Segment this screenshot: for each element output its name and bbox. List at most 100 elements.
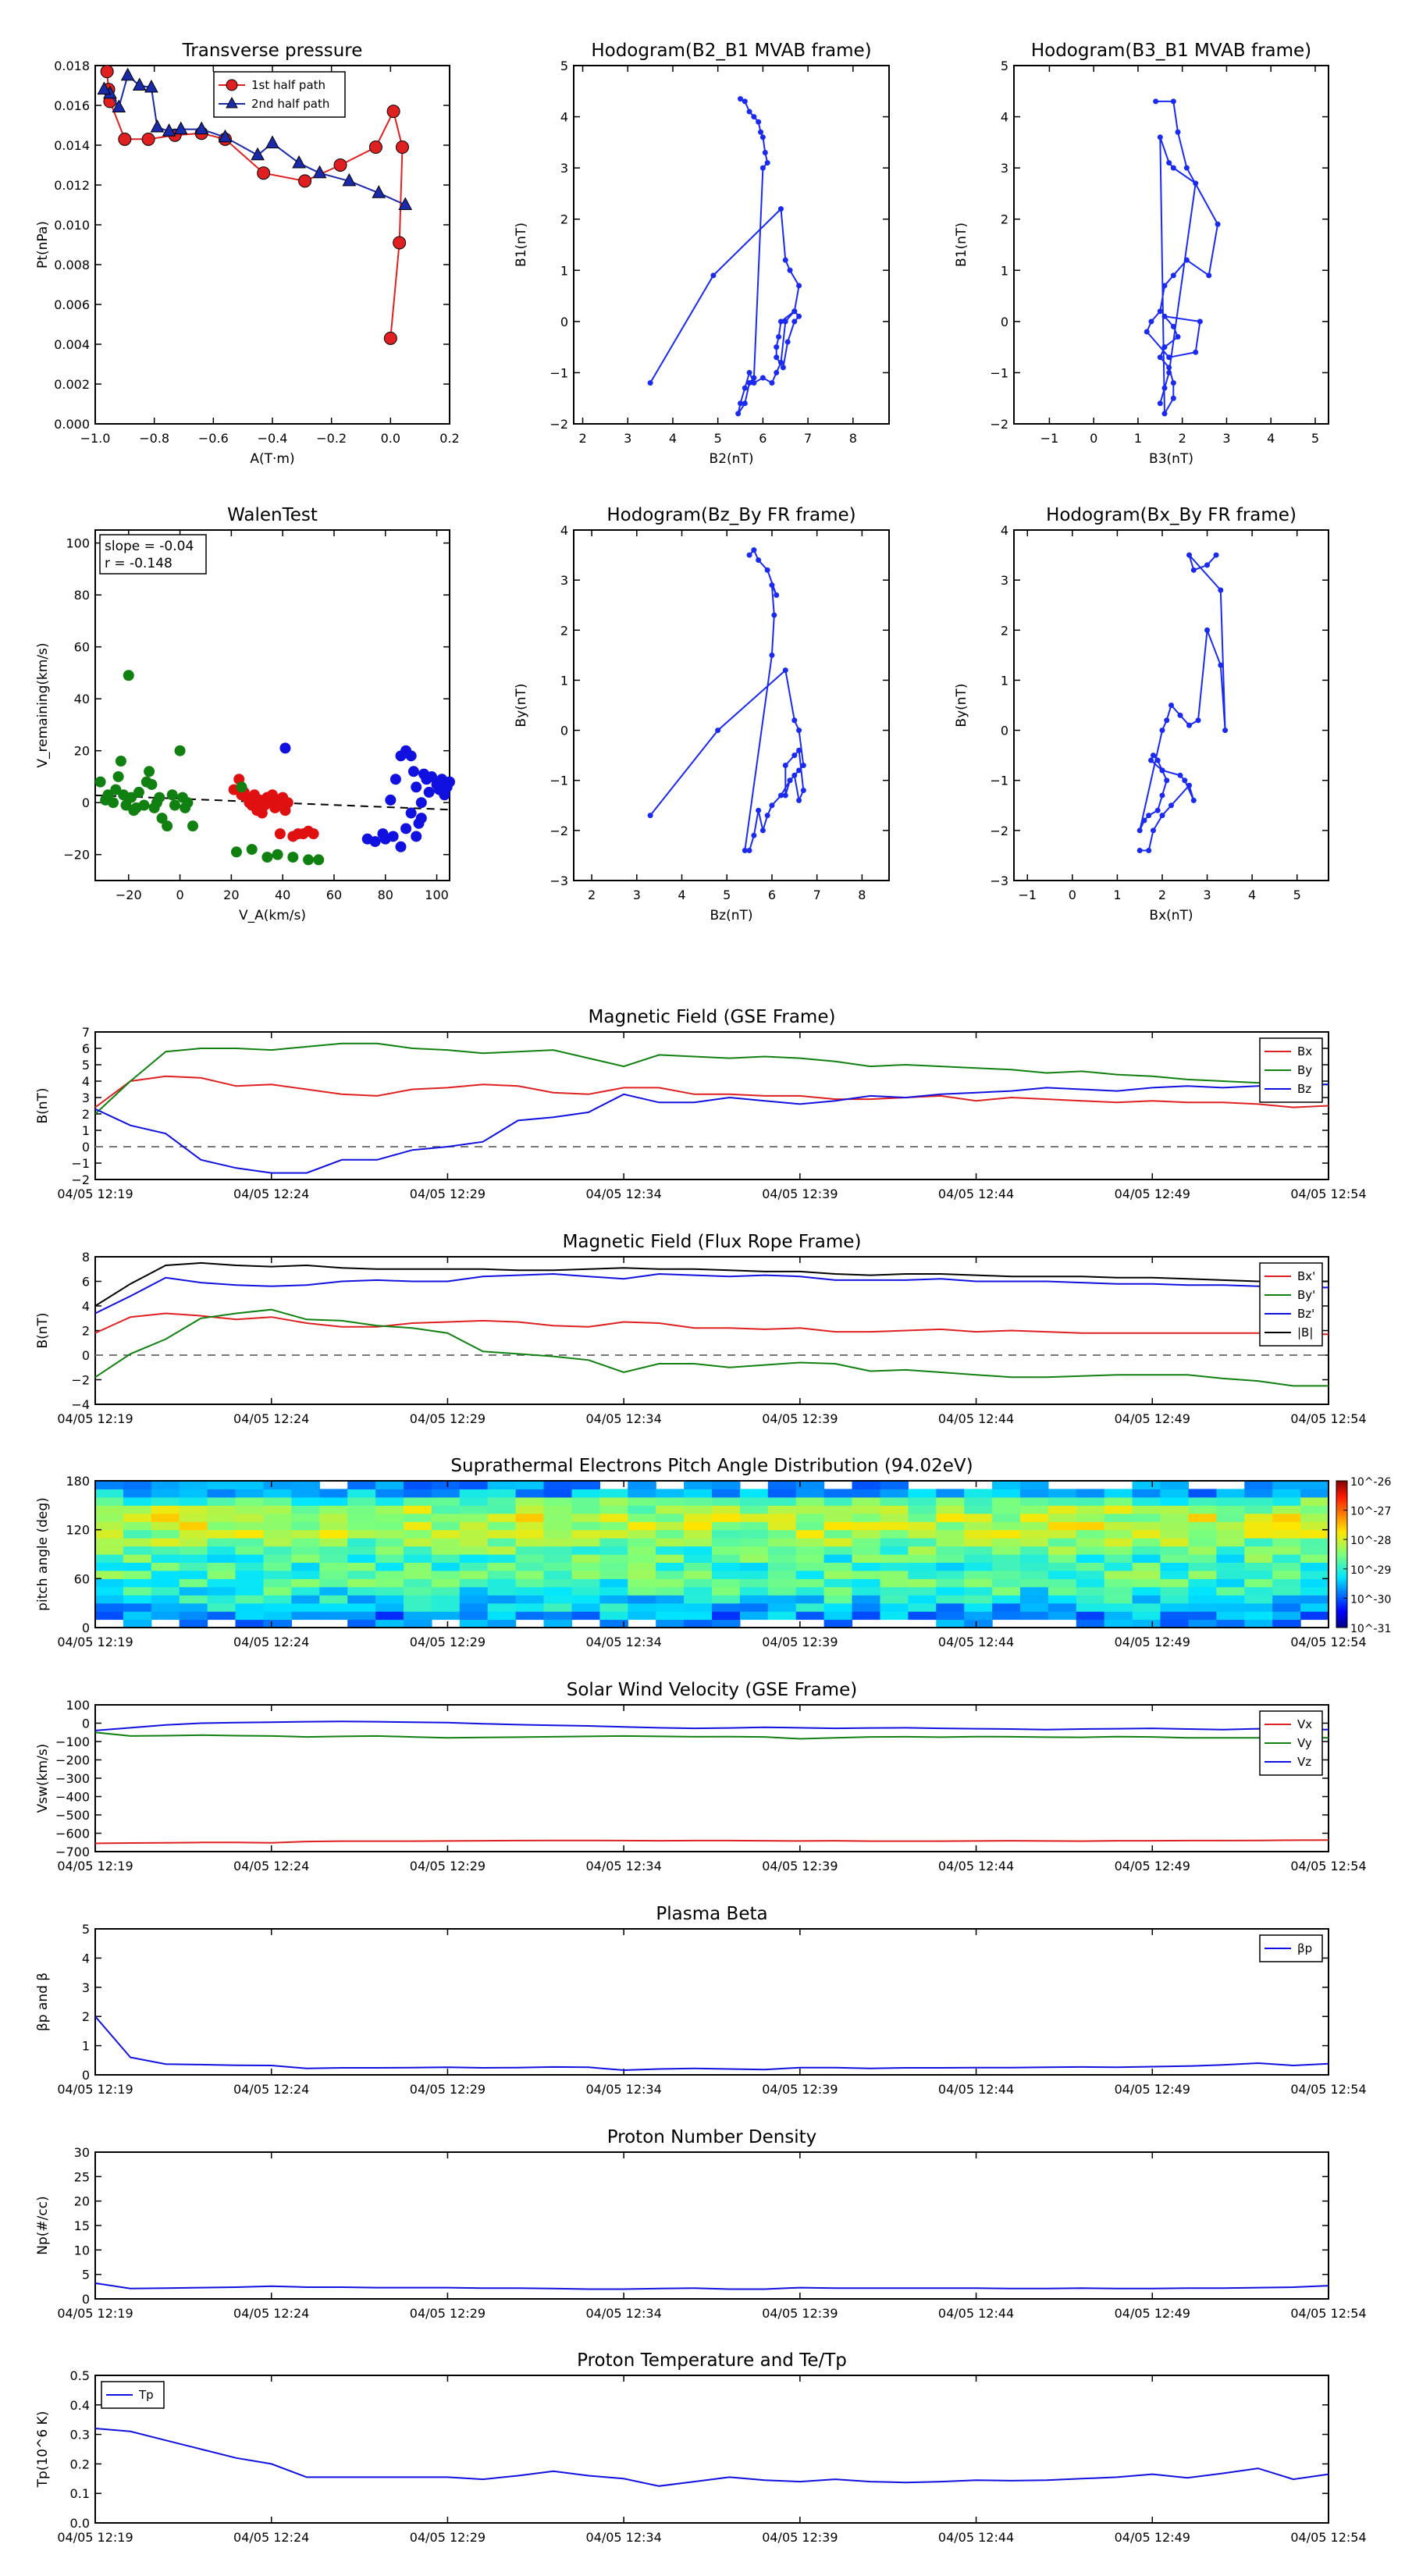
heatmap-cell — [123, 1603, 152, 1612]
heatmap-cell — [852, 1513, 880, 1522]
heatmap-cell — [404, 1586, 432, 1596]
y-tick-label: 0 — [82, 795, 90, 810]
data-point — [120, 67, 135, 81]
plot-frame — [1013, 529, 1329, 881]
heatmap-cell — [375, 1496, 404, 1506]
heatmap-cell — [207, 1489, 237, 1498]
colorbar-tick-label: 10^-28 — [1350, 1535, 1391, 1547]
data-point — [130, 802, 142, 813]
chart-title: Magnetic Field (Flux Rope Frame) — [563, 1232, 862, 1252]
heatmap-cell — [319, 1546, 348, 1555]
x-tick-label: 8 — [849, 431, 857, 446]
heatmap-cell — [1132, 1521, 1161, 1531]
heatmap-cell — [1216, 1595, 1245, 1604]
y-tick-label: 6 — [82, 1275, 90, 1290]
heatmap-cell — [1160, 1529, 1189, 1539]
heatmap-cell — [95, 1603, 124, 1612]
heatmap-cell — [95, 1586, 124, 1596]
data-point — [800, 762, 806, 768]
x-tick-label: 04/05 12:19 — [57, 1187, 133, 1201]
data-point — [279, 742, 291, 754]
x-tick-label: −1 — [1018, 888, 1037, 902]
y-tick-label: −700 — [55, 1845, 90, 1859]
heatmap-cell — [964, 1489, 993, 1498]
heatmap-cell — [1160, 1489, 1189, 1498]
heatmap-cell — [1020, 1611, 1049, 1621]
heatmap-cell — [1160, 1513, 1189, 1522]
data-point — [787, 777, 793, 784]
heatmap-cell — [431, 1489, 461, 1498]
data-point — [274, 828, 286, 840]
heatmap-cell — [656, 1529, 685, 1539]
y-tick-label: 0 — [82, 1348, 90, 1363]
x-tick-label: 0 — [1069, 888, 1076, 902]
heatmap-cell — [291, 1481, 320, 1489]
heatmap-cell — [684, 1496, 713, 1506]
x-tick-label: 04/05 12:44 — [938, 2082, 1014, 2097]
heatmap-cell — [543, 1481, 572, 1489]
colorbar-tick-label: 10^-26 — [1350, 1476, 1392, 1489]
data-point — [1218, 662, 1224, 668]
heatmap-cell — [487, 1570, 517, 1579]
data-point — [791, 753, 798, 759]
heatmap-cell — [656, 1570, 685, 1579]
heatmap-cell — [263, 1611, 292, 1621]
heatmap-cell — [235, 1546, 264, 1555]
heatmap-cell — [1188, 1603, 1217, 1612]
y-tick-label: 0.4 — [70, 2398, 90, 2413]
x-tick-label: 04/05 12:34 — [585, 1187, 661, 1201]
x-tick-label: 2 — [1158, 888, 1166, 902]
series-line — [94, 2016, 1329, 2072]
chart-magnetic-field-flux-rope: Magnetic Field (Flux Rope Frame) B(nT) 04/… — [35, 1232, 1367, 1426]
x-tick-label: 6 — [768, 888, 776, 902]
data-point — [133, 786, 144, 798]
x-tick-label: 04/05 12:54 — [1290, 1859, 1366, 1873]
heatmap-cell — [684, 1505, 713, 1514]
heatmap-cell — [1076, 1611, 1105, 1621]
data-point — [774, 344, 780, 350]
heatmap-cell — [1048, 1496, 1077, 1506]
heatmap-cell — [823, 1619, 853, 1628]
data-point — [1159, 813, 1165, 819]
heatmap-cell — [151, 1586, 180, 1596]
heatmap-cell — [656, 1554, 685, 1563]
data-point — [1161, 313, 1168, 319]
chart-title: Transverse pressure — [182, 41, 363, 61]
heatmap-cell — [992, 1586, 1021, 1596]
heatmap-cell — [852, 1586, 880, 1596]
heatmap-cell — [235, 1529, 264, 1539]
heatmap-cell — [459, 1611, 489, 1621]
legend-label: Vx — [1297, 1717, 1312, 1731]
data-point — [1183, 165, 1190, 171]
data-point — [738, 400, 744, 407]
heatmap-cell — [712, 1586, 741, 1596]
chart-plasma-beta: Plasma Beta βp and β 04/05 12:19 04/05 12:2… — [35, 1904, 1367, 2097]
heatmap-cell — [1132, 1496, 1161, 1506]
y-tick-label: −1 — [990, 774, 1008, 788]
heatmap-cell — [487, 1481, 517, 1489]
x-axis-label: A(T·m) — [250, 451, 294, 467]
legend-label: Vy — [1297, 1736, 1312, 1750]
colorbar-tick-label: 10^-27 — [1350, 1506, 1391, 1518]
heatmap-cell — [151, 1554, 180, 1563]
legend: βp — [1259, 1934, 1323, 1962]
heatmap-cell — [95, 1578, 124, 1588]
heatmap-cell — [599, 1578, 628, 1588]
heatmap-cell — [1244, 1496, 1273, 1506]
y-axis-label: By(nT) — [954, 683, 969, 727]
x-tick-label: −20 — [116, 888, 142, 902]
legend-label: Bz — [1297, 1082, 1311, 1096]
data-point — [796, 313, 802, 319]
chart-title: Hodogram(Bx_By FR frame) — [1046, 505, 1297, 525]
heatmap-cell — [487, 1529, 517, 1539]
heatmap-cell — [1048, 1521, 1077, 1531]
heatmap-cell — [712, 1505, 741, 1514]
heatmap-cell — [1104, 1578, 1133, 1588]
legend: Bx By Bz — [1259, 1037, 1323, 1103]
x-tick-label: 1 — [1134, 431, 1142, 446]
data-point — [174, 745, 186, 756]
y-axis-label: By(nT) — [514, 683, 529, 727]
data-point — [774, 354, 780, 361]
heatmap-cell — [739, 1505, 769, 1514]
data-point — [444, 776, 455, 788]
